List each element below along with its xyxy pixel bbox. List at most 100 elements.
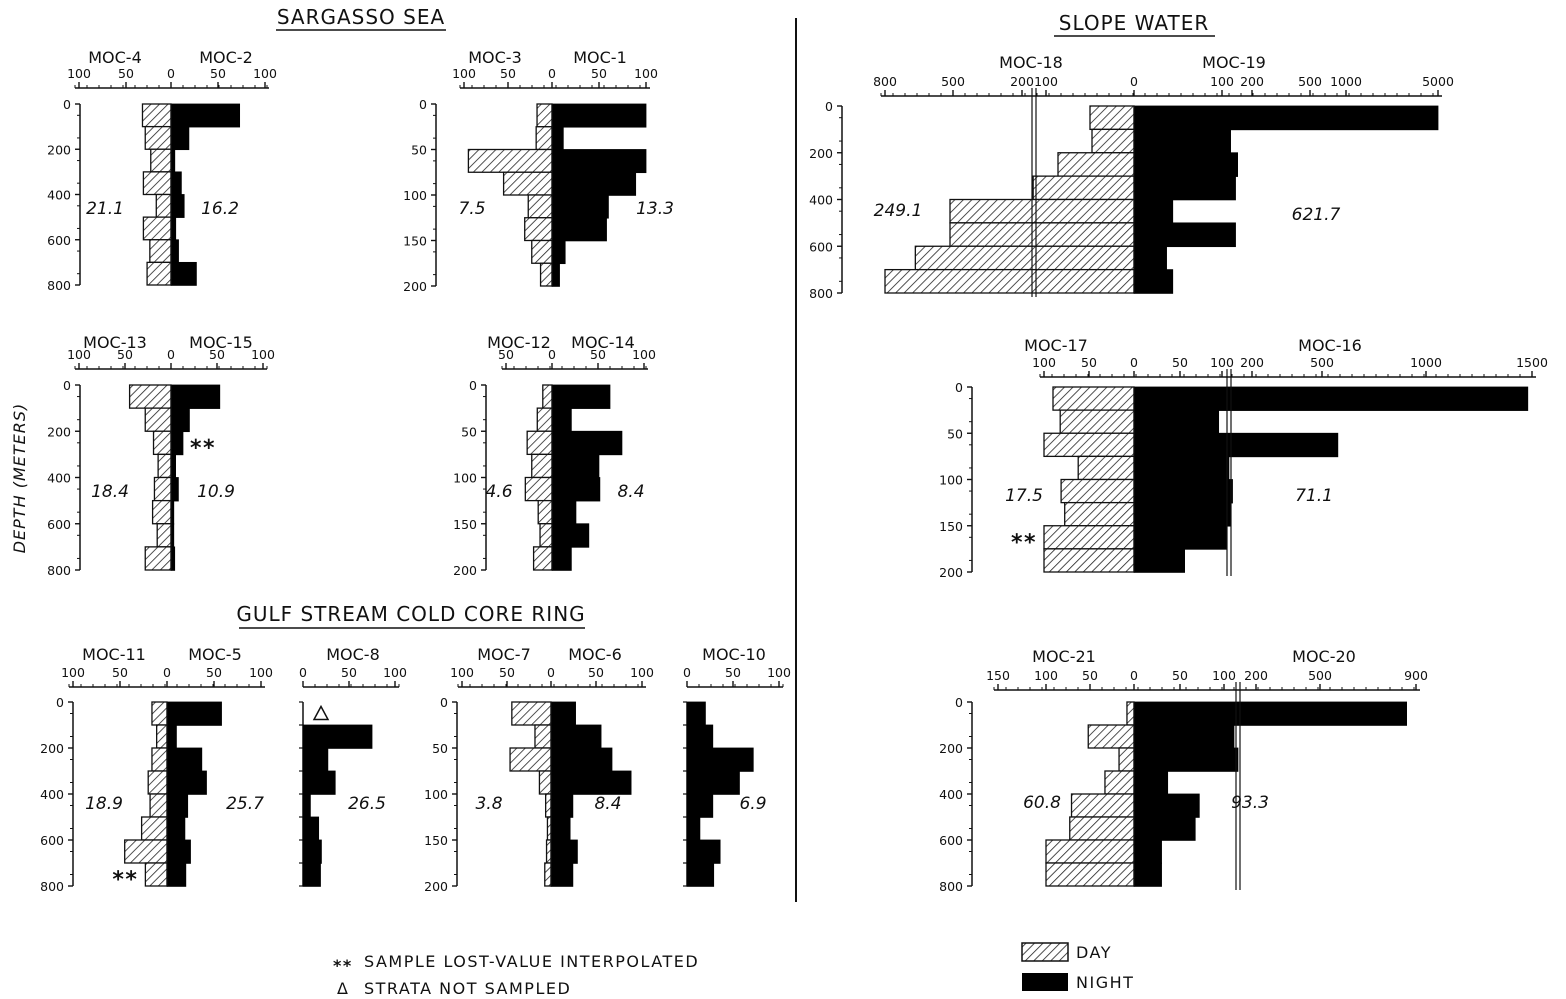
y-tick-label: 150 <box>453 517 477 532</box>
legend-day-label: DAY <box>1076 943 1112 962</box>
night-bar <box>551 477 601 502</box>
night-bar <box>1133 747 1239 772</box>
y-tick-label: 50 <box>461 424 477 439</box>
night-bar <box>170 126 190 151</box>
night-bar <box>1133 525 1227 550</box>
x-tick-label: 0 <box>548 347 556 362</box>
day-bar <box>1052 386 1135 411</box>
y-tick-label: 100 <box>939 473 963 488</box>
day-total: 60.8 <box>1023 793 1061 813</box>
day-bar <box>1089 105 1135 131</box>
y-tick-label: 600 <box>47 233 71 248</box>
legend-day-swatch <box>1021 942 1069 962</box>
y-tick-label: 0 <box>469 378 477 393</box>
day-bar <box>149 793 168 818</box>
section-title-slope: SLOPE WATER <box>1059 11 1209 35</box>
y-tick-label: 0 <box>63 97 71 112</box>
y-tick-label: 0 <box>63 378 71 393</box>
run-label-night: MOC-15 <box>189 333 253 352</box>
night-bar <box>1133 269 1174 294</box>
day-bar <box>531 453 553 479</box>
x-tick-label: 50 <box>725 665 741 680</box>
night-bar <box>551 546 572 571</box>
day-total: 3.8 <box>475 794 502 814</box>
x-tick-label: 100 <box>61 665 85 680</box>
day-bar <box>542 384 553 409</box>
day-bar <box>152 430 172 456</box>
x-tick-label: 50 <box>498 347 514 362</box>
chart-panel: MOC-11 MOC-5 100 50 0 50 100 0 200 400 600 800 18.9 2… <box>40 645 273 894</box>
night-bar <box>551 240 566 265</box>
x-tick-label: 200 <box>1244 668 1268 683</box>
run-label-night: MOC-10 <box>702 645 766 664</box>
day-bar <box>144 862 168 887</box>
x-tick-label: 100 <box>1210 355 1234 370</box>
day-bar <box>1045 862 1135 887</box>
note-strata-symbol: Δ <box>337 979 349 998</box>
day-bar <box>1057 152 1135 177</box>
x-tick-label: 500 <box>1308 668 1332 683</box>
night-bar <box>551 126 564 151</box>
night-bar <box>686 862 715 887</box>
run-label-day: MOC-3 <box>468 48 522 67</box>
day-bar <box>524 217 553 242</box>
day-bar <box>1043 525 1135 550</box>
day-bar <box>142 171 172 196</box>
x-tick-label: 100 <box>1032 355 1056 370</box>
day-bar <box>1070 793 1135 818</box>
day-bar <box>544 862 552 887</box>
x-tick-label: 100 <box>1034 668 1058 683</box>
day-bar <box>531 239 553 264</box>
day-bar <box>1045 839 1135 864</box>
run-label-night: MOC-19 <box>1202 53 1266 72</box>
day-total: 4.6 <box>485 482 512 502</box>
night-bar <box>302 724 373 749</box>
night-bar <box>550 862 574 887</box>
night-bar <box>686 770 740 795</box>
day-bar <box>536 407 553 432</box>
x-tick-label: 100 <box>253 66 277 81</box>
run-label-day: MOC-12 <box>487 333 551 352</box>
x-tick-label: 100 <box>1212 668 1236 683</box>
night-bar <box>302 793 311 818</box>
x-tick-label: 0 <box>167 66 175 81</box>
y-tick-label: 800 <box>939 879 963 894</box>
y-tick-label: 600 <box>939 833 963 848</box>
x-tick-label: 100 <box>249 665 273 680</box>
night-bar <box>686 839 721 864</box>
x-tick-label: 0 <box>547 665 555 680</box>
night-total: 26.5 <box>348 794 386 814</box>
x-tick-label: 0 <box>163 665 171 680</box>
night-bar <box>686 816 701 841</box>
x-tick-label: 200 <box>1240 74 1264 89</box>
y-tick-label: 0 <box>955 380 963 395</box>
day-total: 18.9 <box>85 794 123 814</box>
x-tick-label: 50 <box>499 665 515 680</box>
x-tick-label: 0 <box>1130 355 1138 370</box>
night-total: 71.1 <box>1295 486 1333 506</box>
x-tick-label: 50 <box>118 66 134 81</box>
day-bar <box>524 476 553 502</box>
x-tick-label: 50 <box>588 665 604 680</box>
night-bar <box>1133 770 1169 795</box>
y-tick-label: 50 <box>947 426 963 441</box>
day-total: 17.5 <box>1005 486 1043 506</box>
day-bar <box>1064 501 1135 527</box>
x-tick-label: 100 <box>632 347 656 362</box>
night-bar <box>550 724 602 749</box>
run-label-day: MOC-11 <box>82 645 146 664</box>
day-bar <box>884 268 1135 294</box>
x-tick-label: 0 <box>167 347 175 362</box>
night-bar <box>1133 455 1230 481</box>
y-tick-label: 150 <box>403 234 427 249</box>
y-tick-label: 400 <box>939 787 963 802</box>
run-label-night: MOC-6 <box>568 645 622 664</box>
y-tick-label: 100 <box>453 471 477 486</box>
x-tick-label: 100 <box>450 665 474 680</box>
day-total: 7.5 <box>458 199 485 219</box>
x-tick-label: 50 <box>112 665 128 680</box>
legend-night-swatch <box>1022 973 1068 991</box>
night-bar <box>302 816 320 841</box>
